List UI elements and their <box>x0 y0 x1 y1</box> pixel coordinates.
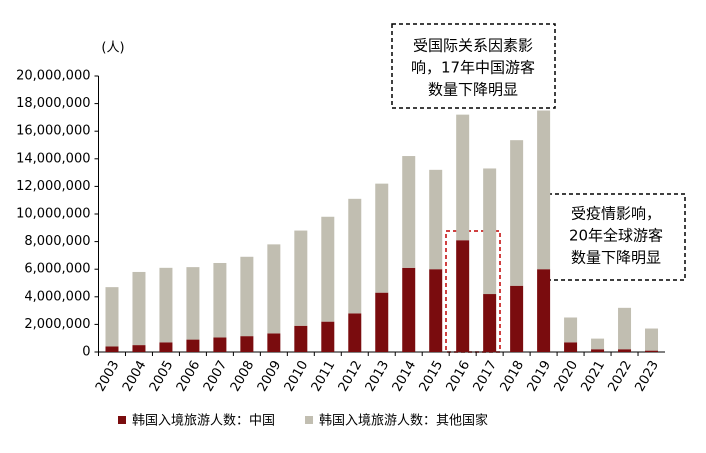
annotation-text: 受国际关系因素影 <box>413 37 533 55</box>
bar-segment <box>537 110 551 270</box>
bar-segment <box>618 307 632 350</box>
bar-segment <box>591 338 605 350</box>
bar-segment <box>510 140 524 286</box>
y-tick-label: 8,000,000 <box>24 234 90 249</box>
bar-segment <box>294 325 308 352</box>
y-tick-label: 6,000,000 <box>24 262 90 277</box>
bar-segment <box>105 287 119 347</box>
bar-segment <box>564 317 578 343</box>
annotation-text: 数量下降明显 <box>428 81 518 99</box>
x-tick-label: 2010 <box>282 358 312 394</box>
x-tick-label: 2004 <box>120 358 150 394</box>
bar-segment <box>591 349 605 352</box>
x-tick-label: 2013 <box>363 358 393 394</box>
x-tick-label: 2015 <box>417 358 447 394</box>
bar-segment <box>186 339 200 352</box>
x-tick-label: 2003 <box>93 358 123 394</box>
bar-segment <box>375 292 389 352</box>
annotation-text: 数量下降明显 <box>571 249 661 267</box>
x-tick-label: 2005 <box>147 358 177 394</box>
x-tick-label: 2018 <box>498 358 528 394</box>
bar-segment <box>132 345 146 352</box>
bar-segment <box>375 183 389 293</box>
bar-segment <box>510 285 524 352</box>
x-tick-label: 2016 <box>444 358 474 394</box>
bar-segment <box>159 267 173 343</box>
legend-swatch <box>305 416 314 424</box>
x-tick-label: 2022 <box>605 358 635 394</box>
bar-segment <box>456 240 470 352</box>
bar-segment <box>429 269 443 352</box>
x-tick-label: 2012 <box>336 358 366 394</box>
y-tick-label: 0 <box>82 345 90 360</box>
bar-segment <box>132 271 146 346</box>
x-tick-label: 2021 <box>579 358 609 394</box>
bar-segment <box>483 168 497 295</box>
y-tick-label: 12,000,000 <box>16 179 90 194</box>
y-tick-label: 20,000,000 <box>16 69 90 84</box>
bar-segment <box>240 336 254 352</box>
bar-segment <box>456 114 470 241</box>
x-tick-label: 2009 <box>255 358 285 394</box>
bar-segment <box>267 333 281 352</box>
legend-label: 韩国入境旅游人数：其他国家 <box>319 413 488 429</box>
bar-segment <box>213 337 227 352</box>
bar-segment <box>321 321 335 352</box>
bar-segment <box>267 244 281 334</box>
x-tick-label: 2006 <box>174 358 204 394</box>
y-tick-label: 2,000,000 <box>24 317 90 332</box>
bar-segment <box>645 350 659 352</box>
bar-segment <box>240 256 254 337</box>
bar-segment <box>321 216 335 322</box>
x-tick-label: 2007 <box>201 358 231 394</box>
y-tick-label: 10,000,000 <box>16 207 90 222</box>
legend-swatch <box>118 416 126 424</box>
annotation-box <box>391 23 556 109</box>
bar-segment <box>645 328 659 351</box>
bar-segment <box>105 346 119 352</box>
bar-segment <box>348 313 362 352</box>
bar-segment <box>294 230 308 326</box>
highlight-box <box>445 230 501 353</box>
x-tick-label: 2019 <box>525 358 555 394</box>
y-tick-label: 18,000,000 <box>16 96 90 111</box>
bar-segment <box>213 262 227 338</box>
bar-segment <box>429 169 443 270</box>
y-tick-label: 14,000,000 <box>16 151 90 166</box>
x-tick-label: 2014 <box>390 358 420 394</box>
bar-segment <box>159 342 173 352</box>
y-tick-label: 4,000,000 <box>24 289 90 304</box>
bar-segment <box>537 269 551 352</box>
bar-segment <box>483 294 497 352</box>
legend-label: 韩国入境旅游人数：中国 <box>132 414 275 429</box>
annotation-text: 受疫情影响， <box>571 205 661 223</box>
y-axis-label: (人) <box>101 41 124 56</box>
annotation-text: 20年全球游客 <box>569 227 663 245</box>
x-tick-label: 2008 <box>228 358 258 394</box>
x-tick-label: 2011 <box>309 358 339 394</box>
bar-segment <box>348 198 362 314</box>
bar-segment <box>402 267 416 352</box>
bar-segment <box>564 342 578 352</box>
x-tick-label: 2020 <box>552 358 582 394</box>
y-tick-label: 16,000,000 <box>16 124 90 139</box>
x-tick-label: 2017 <box>471 358 501 394</box>
bar-segment <box>402 156 416 268</box>
bar-segment <box>186 267 200 340</box>
bar-segment <box>618 349 632 352</box>
annotation-text: 响，17年中国游客 <box>411 59 535 77</box>
x-tick-label: 2023 <box>632 358 662 394</box>
